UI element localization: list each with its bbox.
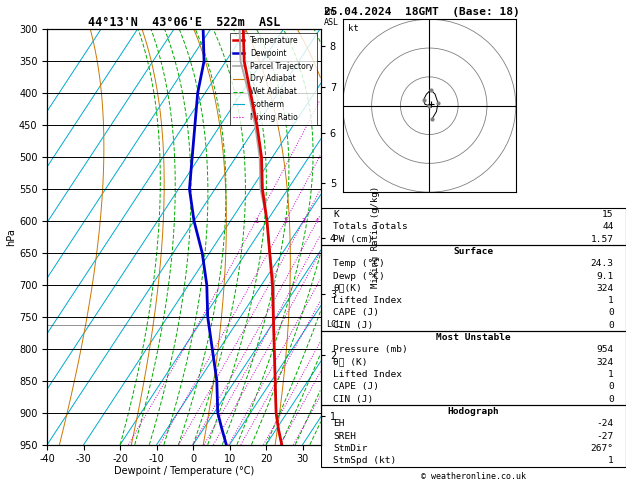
Text: Most Unstable: Most Unstable bbox=[436, 333, 511, 342]
Text: 9.1: 9.1 bbox=[596, 272, 614, 280]
Text: 324: 324 bbox=[596, 284, 614, 293]
Text: CAPE (J): CAPE (J) bbox=[333, 309, 379, 317]
Text: 0: 0 bbox=[608, 321, 614, 330]
Bar bbox=[321, 245, 626, 331]
Text: K: K bbox=[333, 210, 339, 219]
Text: CAPE (J): CAPE (J) bbox=[333, 382, 379, 391]
Bar bbox=[321, 208, 626, 245]
Text: Hodograph: Hodograph bbox=[447, 407, 499, 416]
Text: kt: kt bbox=[348, 24, 359, 34]
Text: Totals Totals: Totals Totals bbox=[333, 222, 408, 231]
Text: StmSpd (kt): StmSpd (kt) bbox=[333, 456, 396, 465]
X-axis label: Dewpoint / Temperature (°C): Dewpoint / Temperature (°C) bbox=[114, 466, 254, 476]
Text: 4: 4 bbox=[315, 218, 320, 224]
Bar bbox=[321, 331, 626, 405]
Text: 1: 1 bbox=[608, 370, 614, 379]
Text: Dewp (°C): Dewp (°C) bbox=[333, 272, 385, 280]
Text: 2: 2 bbox=[283, 218, 287, 224]
Bar bbox=[321, 405, 626, 467]
Text: 3: 3 bbox=[301, 218, 306, 224]
Text: 324: 324 bbox=[596, 358, 614, 366]
Text: Pressure (mb): Pressure (mb) bbox=[333, 346, 408, 354]
Text: θᴇ(K): θᴇ(K) bbox=[333, 284, 362, 293]
Text: 954: 954 bbox=[596, 346, 614, 354]
Text: StmDir: StmDir bbox=[333, 444, 367, 453]
Text: Surface: Surface bbox=[454, 247, 493, 256]
Text: © weatheronline.co.uk: © weatheronline.co.uk bbox=[421, 472, 526, 481]
Text: CIN (J): CIN (J) bbox=[333, 395, 373, 403]
Text: CIN (J): CIN (J) bbox=[333, 321, 373, 330]
Text: 0: 0 bbox=[608, 309, 614, 317]
Text: -24: -24 bbox=[596, 419, 614, 428]
Text: 0: 0 bbox=[608, 382, 614, 391]
Text: 24.3: 24.3 bbox=[591, 259, 614, 268]
Text: Lifted Index: Lifted Index bbox=[333, 296, 402, 305]
Text: θᴇ (K): θᴇ (K) bbox=[333, 358, 367, 366]
Title: 44°13'N  43°06'E  522m  ASL: 44°13'N 43°06'E 522m ASL bbox=[88, 16, 280, 29]
Text: km
ASL: km ASL bbox=[324, 7, 339, 27]
Text: 1: 1 bbox=[608, 296, 614, 305]
Text: SREH: SREH bbox=[333, 432, 356, 440]
Text: Lifted Index: Lifted Index bbox=[333, 370, 402, 379]
Text: 1: 1 bbox=[253, 218, 258, 224]
Text: 1: 1 bbox=[608, 456, 614, 465]
Text: 15: 15 bbox=[602, 210, 614, 219]
Text: 25.04.2024  18GMT  (Base: 18): 25.04.2024 18GMT (Base: 18) bbox=[324, 7, 520, 17]
Text: EH: EH bbox=[333, 419, 345, 428]
Text: 1.57: 1.57 bbox=[591, 235, 614, 243]
Text: LCL: LCL bbox=[326, 320, 342, 329]
Text: 267°: 267° bbox=[591, 444, 614, 453]
Y-axis label: Mixing Ratio (g/kg): Mixing Ratio (g/kg) bbox=[370, 186, 380, 288]
Text: 44: 44 bbox=[602, 222, 614, 231]
Text: -27: -27 bbox=[596, 432, 614, 440]
Text: Temp (°C): Temp (°C) bbox=[333, 259, 385, 268]
Text: PW (cm): PW (cm) bbox=[333, 235, 373, 243]
Legend: Temperature, Dewpoint, Parcel Trajectory, Dry Adiabat, Wet Adiabat, Isotherm, Mi: Temperature, Dewpoint, Parcel Trajectory… bbox=[230, 33, 317, 125]
Text: 0: 0 bbox=[608, 395, 614, 403]
Y-axis label: hPa: hPa bbox=[6, 228, 16, 246]
